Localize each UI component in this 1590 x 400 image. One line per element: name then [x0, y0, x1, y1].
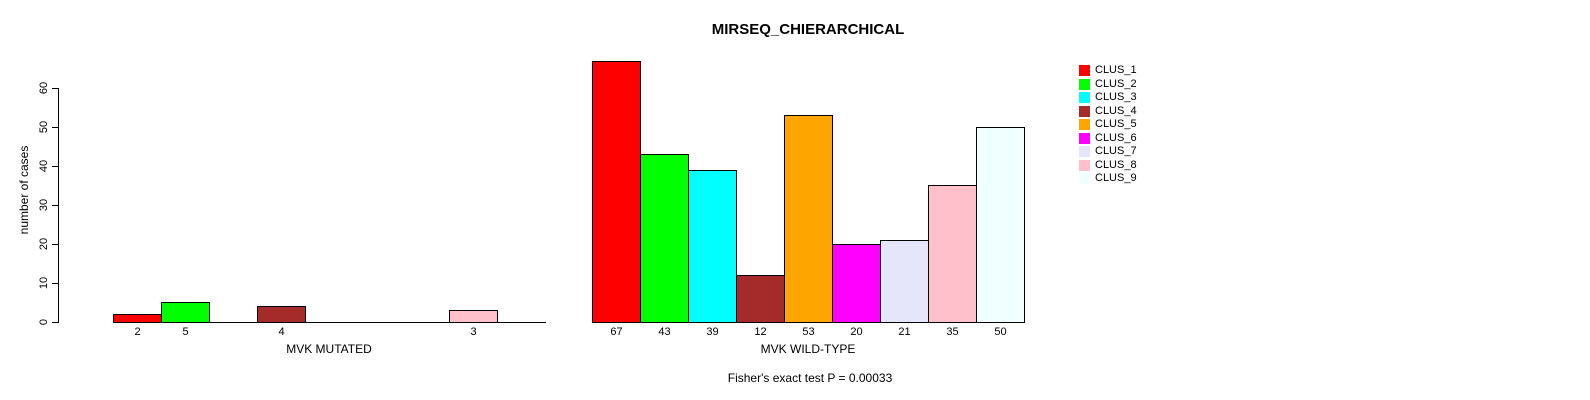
x-axis-title: MVK MUTATED	[286, 342, 372, 356]
y-axis-tick-label: 60	[38, 81, 50, 95]
bar-clus_9	[976, 127, 1025, 323]
bar-clus_1	[592, 61, 641, 323]
y-axis-tick	[52, 88, 58, 89]
legend-swatch-clus_6	[1079, 133, 1090, 144]
bar-value-label: 12	[754, 326, 767, 338]
y-axis-tick	[52, 322, 58, 323]
bar-clus_5	[784, 115, 833, 323]
legend-swatch-clus_1	[1079, 65, 1090, 76]
legend-label-clus_4: CLUS_4	[1095, 105, 1137, 117]
legend-label-clus_7: CLUS_7	[1095, 145, 1137, 157]
y-axis-tick	[52, 244, 58, 245]
y-axis-tick-label: 10	[38, 276, 50, 290]
bar-value-label: 39	[706, 326, 719, 338]
bar-value-label: 5	[182, 326, 189, 338]
chart-title: MIRSEQ_CHIERARCHICAL	[711, 21, 905, 38]
legend-label-clus_8: CLUS_8	[1095, 159, 1137, 171]
fisher-test-annotation: Fisher's exact test P = 0.00033	[727, 371, 893, 385]
bar-value-label: 4	[278, 326, 285, 338]
legend-swatch-clus_8	[1079, 160, 1090, 171]
y-axis-tick-label: 30	[38, 198, 50, 212]
bar-value-label: 20	[850, 326, 863, 338]
y-axis-tick-label: 20	[38, 237, 50, 251]
x-axis-title: MVK WILD-TYPE	[760, 342, 856, 356]
y-axis-title: number of cases	[17, 145, 31, 235]
y-axis-tick	[52, 127, 58, 128]
bar-value-label: 21	[898, 326, 911, 338]
y-axis-line	[58, 88, 59, 323]
y-axis-tick	[52, 283, 58, 284]
bar-clus_4	[736, 275, 785, 323]
legend-label-clus_2: CLUS_2	[1095, 78, 1137, 90]
x-axis-baseline	[113, 322, 546, 323]
y-axis-tick	[52, 166, 58, 167]
bar-value-label: 50	[994, 326, 1007, 338]
y-axis-tick-label: 0	[38, 318, 50, 326]
legend-swatch-clus_7	[1079, 146, 1090, 157]
bar-clus_6	[832, 244, 881, 323]
bar-clus_7	[880, 240, 929, 323]
bar-clus_1	[113, 314, 162, 323]
legend-swatch-clus_9	[1079, 173, 1090, 184]
bar-clus_4	[257, 306, 306, 323]
legend-label-clus_1: CLUS_1	[1095, 64, 1137, 76]
bar-value-label: 67	[610, 326, 623, 338]
bar-value-label: 2	[134, 326, 141, 338]
bar-clus_8	[928, 185, 977, 323]
bar-value-label: 43	[658, 326, 671, 338]
y-axis-tick	[52, 205, 58, 206]
legend-swatch-clus_3	[1079, 92, 1090, 103]
bar-clus_3	[688, 170, 737, 323]
legend-swatch-clus_4	[1079, 106, 1090, 117]
legend-label-clus_5: CLUS_5	[1095, 118, 1137, 130]
legend-swatch-clus_2	[1079, 79, 1090, 90]
bar-value-label: 35	[946, 326, 959, 338]
bar-value-label: 53	[802, 326, 815, 338]
legend-label-clus_9: CLUS_9	[1095, 172, 1137, 184]
bar-clus_2	[640, 154, 689, 323]
legend-swatch-clus_5	[1079, 119, 1090, 130]
y-axis-tick-label: 50	[38, 120, 50, 134]
bar-clus_8	[449, 310, 498, 323]
y-axis-tick-label: 40	[38, 159, 50, 173]
bar-clus_2	[161, 302, 210, 323]
bar-value-label: 3	[470, 326, 477, 338]
legend-label-clus_6: CLUS_6	[1095, 132, 1137, 144]
legend-label-clus_3: CLUS_3	[1095, 91, 1137, 103]
